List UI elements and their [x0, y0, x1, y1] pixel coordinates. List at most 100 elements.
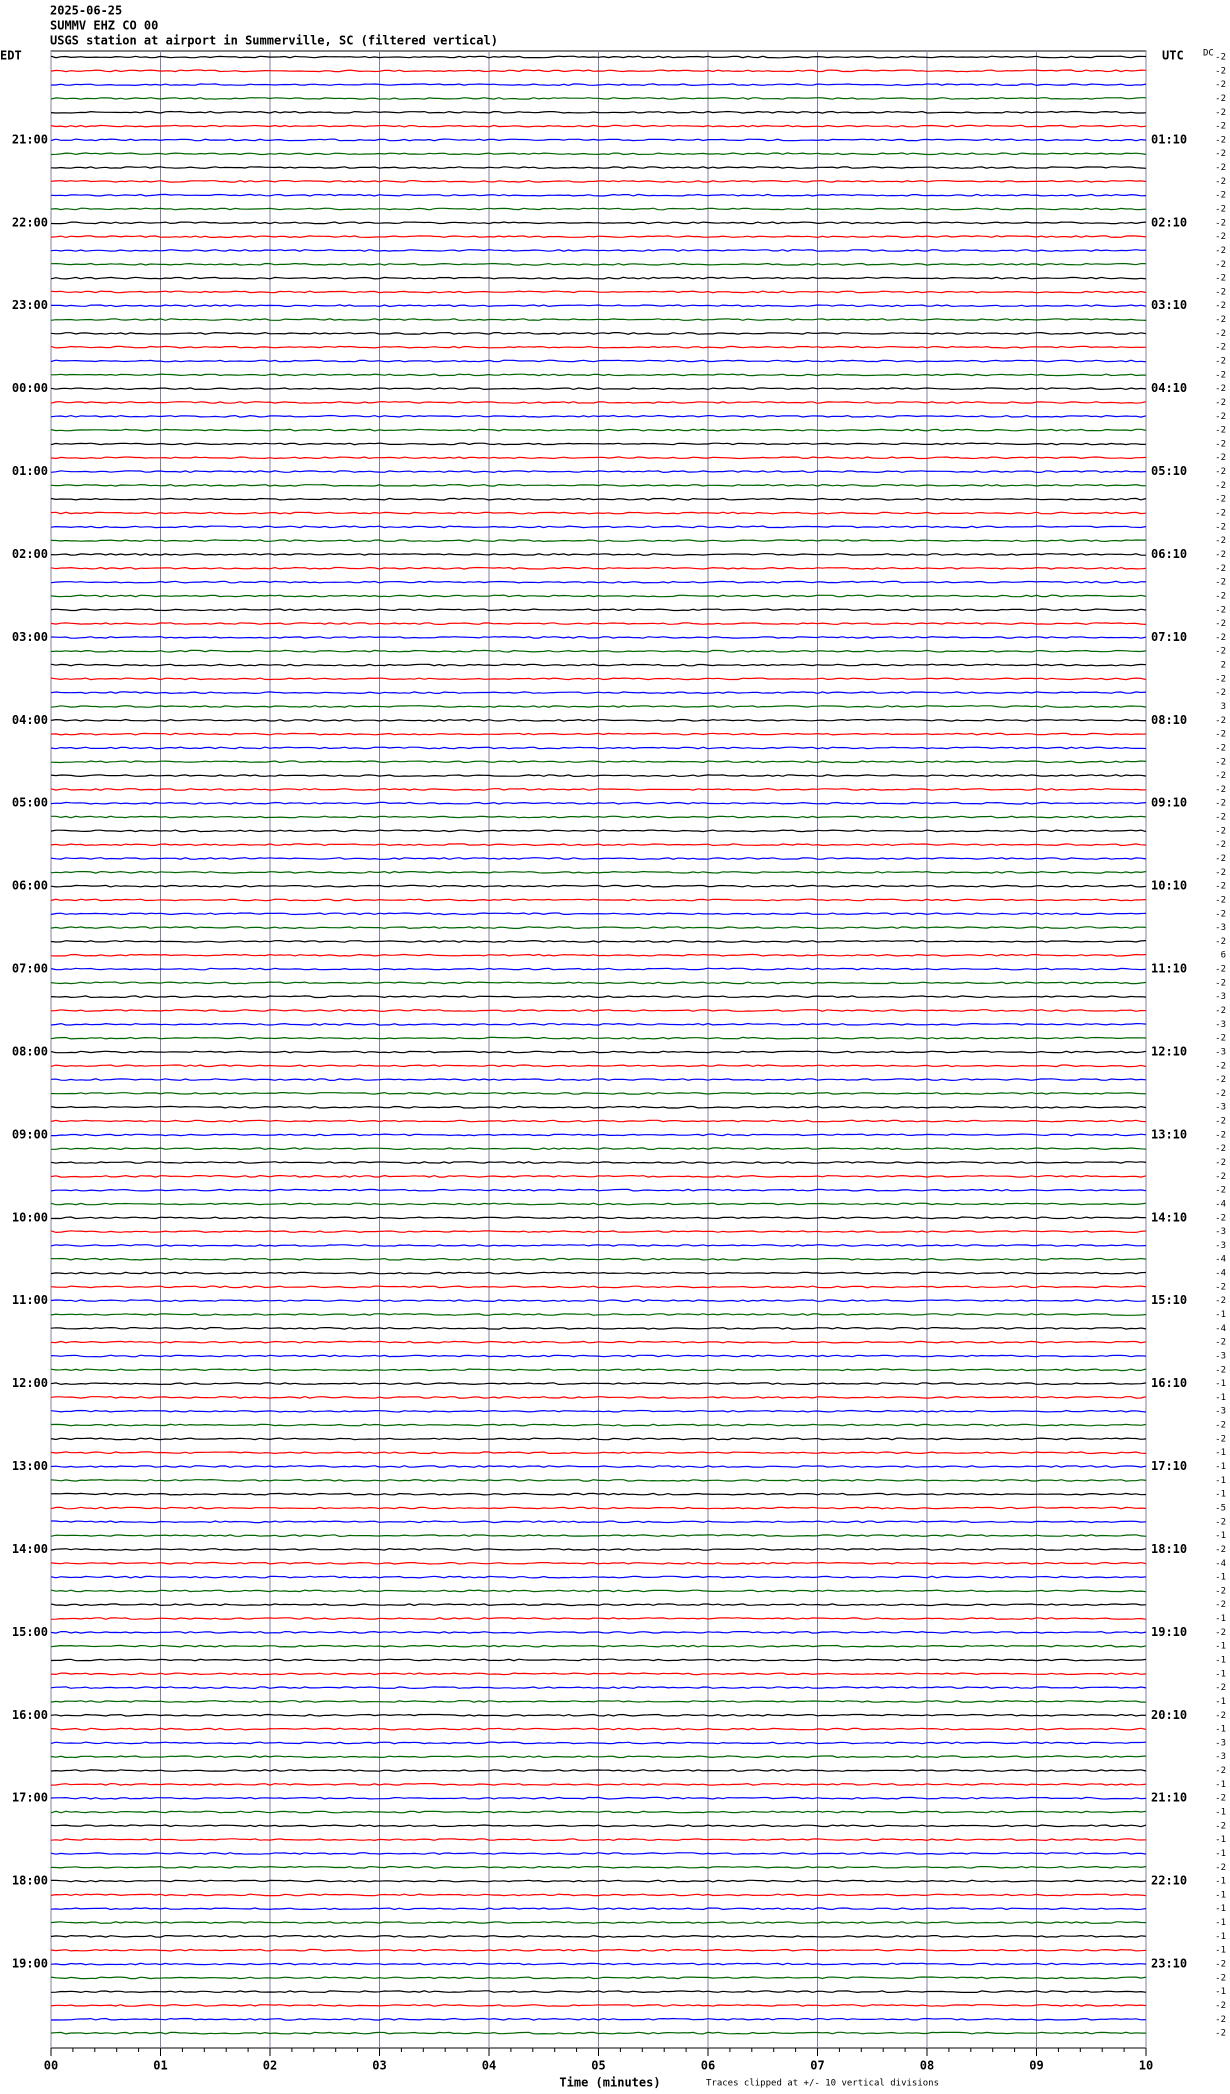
dc-value: -2: [1215, 1172, 1226, 1182]
trace: [50, 1672, 1147, 1676]
right-time-label: 09:10: [1151, 796, 1187, 810]
dc-label: DC: [1203, 49, 1214, 59]
dc-value: -2: [1215, 1794, 1226, 1804]
dc-value: -1: [1215, 1946, 1226, 1956]
trace: [50, 1934, 1147, 1938]
left-time-label: 00:00: [12, 381, 48, 395]
dc-value: -1: [1215, 1379, 1226, 1389]
dc-value: 6: [1221, 951, 1226, 961]
dc-value: -1: [1215, 1918, 1226, 1928]
trace: [50, 857, 1147, 860]
trace: [50, 1216, 1147, 1220]
x-tick-label: 09: [1029, 2059, 1043, 2073]
trace: [50, 1022, 1147, 1026]
dc-value: -2: [1215, 1434, 1226, 1444]
left-zone: EDT: [0, 49, 22, 63]
trace: [50, 691, 1147, 695]
dc-value: -4: [1215, 1199, 1226, 1209]
trace: [50, 359, 1147, 363]
dc-value: -2: [1215, 108, 1226, 118]
dc-value: -2: [1215, 1766, 1226, 1776]
dc-value: -2: [1215, 978, 1226, 988]
description: USGS station at airport in Summerville, …: [50, 34, 498, 48]
dc-value: -2: [1215, 357, 1226, 367]
trace: [50, 594, 1147, 598]
dc-value: -2: [1215, 688, 1226, 698]
trace: [51, 373, 1146, 377]
trace: [50, 829, 1147, 833]
dc-value: -1: [1215, 1448, 1226, 1458]
trace: [50, 1838, 1147, 1842]
trace: [50, 414, 1147, 418]
dc-value: -2: [1215, 384, 1226, 394]
right-time-label: 20:10: [1151, 1708, 1187, 1722]
dc-value: -2: [1215, 882, 1226, 892]
dc-value: -2: [1215, 495, 1226, 505]
dc-value: -2: [1215, 1213, 1226, 1223]
dc-value: -3: [1215, 1351, 1226, 1361]
dc-value: -2: [1215, 1338, 1226, 1348]
dc-value: -2: [1215, 813, 1226, 823]
trace: [50, 179, 1147, 183]
trace: [50, 1865, 1147, 1869]
x-tick-label: 05: [591, 2059, 605, 2073]
dc-value: -2: [1215, 591, 1226, 601]
trace: [50, 1782, 1147, 1786]
trace: [50, 1796, 1147, 1800]
dc-value: -2: [1215, 937, 1226, 947]
trace: [50, 649, 1147, 653]
dc-value: -2: [1215, 1089, 1226, 1099]
dc-value: -2: [1215, 1683, 1226, 1693]
trace: [50, 953, 1147, 957]
dc-value: -2: [1215, 1600, 1226, 1610]
trace: [50, 1893, 1147, 1897]
dc-value: -2: [1215, 674, 1226, 684]
trace: [50, 843, 1147, 847]
trace: [50, 1534, 1147, 1538]
dc-value: -2: [1215, 757, 1226, 767]
dc-value: -1: [1215, 1780, 1226, 1790]
dc-value: -4: [1215, 1269, 1226, 1279]
left-time-label: 16:00: [12, 1708, 48, 1722]
dc-value: -2: [1215, 1586, 1226, 1596]
right-time-label: 03:10: [1151, 298, 1187, 312]
right-time-label: 14:10: [1151, 1210, 1187, 1224]
trace: [51, 1879, 1147, 1883]
dc-value: -2: [1215, 633, 1226, 643]
dc-value: -2: [1215, 2015, 1226, 2025]
dc-value: -2: [1215, 730, 1226, 740]
trace: [50, 1064, 1147, 1068]
dc-value: -1: [1215, 1655, 1226, 1665]
trace: [50, 580, 1147, 584]
left-time-label: 14:00: [12, 1542, 48, 1556]
left-time-label: 03:00: [12, 630, 48, 644]
trace: [50, 926, 1147, 930]
trace: [50, 801, 1147, 805]
dc-value: -2: [1215, 619, 1226, 629]
dc-value: -1: [1215, 1310, 1226, 1320]
trace: [50, 1465, 1147, 1468]
dc-value: -2: [1215, 53, 1226, 63]
dc-value: -2: [1215, 1863, 1226, 1873]
dc-value: -2: [1215, 965, 1226, 975]
dc-value: -3: [1215, 1407, 1226, 1417]
trace: [50, 221, 1147, 225]
trace: [50, 1188, 1147, 1192]
trace: [50, 1368, 1147, 1372]
trace: [50, 1658, 1147, 1662]
right-time-label: 11:10: [1151, 962, 1187, 976]
dc-value: -1: [1215, 1490, 1226, 1500]
dc-value: -2: [1215, 771, 1226, 781]
trace: [50, 1589, 1147, 1593]
trace: [51, 1133, 1147, 1137]
trace: [50, 1699, 1147, 1703]
dc-value: -1: [1215, 1849, 1226, 1859]
trace: [50, 1852, 1147, 1855]
trace: [50, 663, 1147, 667]
trace: [50, 1437, 1147, 1441]
dc-value: -2: [1215, 481, 1226, 491]
trace: [50, 1299, 1147, 1303]
trace: [50, 1713, 1147, 1717]
clip-note: Traces clipped at +/- 10 vertical divisi…: [706, 2079, 939, 2089]
right-time-label: 07:10: [1151, 630, 1187, 644]
